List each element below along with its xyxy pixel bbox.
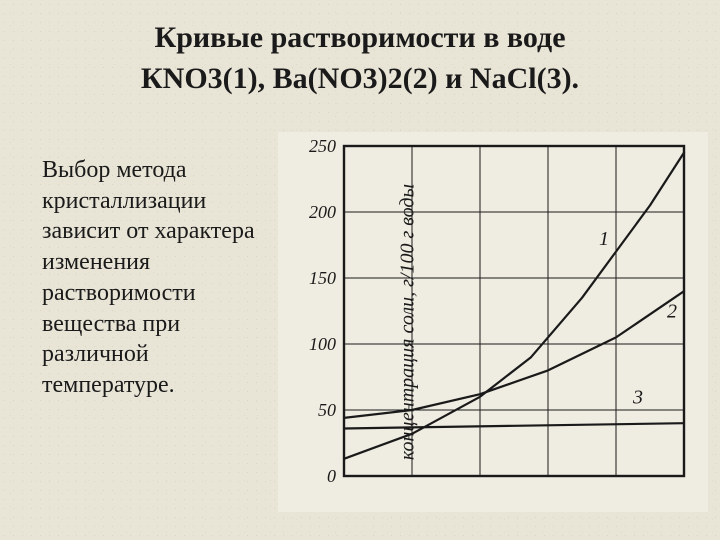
series-label-1: 1 xyxy=(599,228,609,250)
y-tick-label: 150 xyxy=(309,268,336,288)
y-tick-label: 0 xyxy=(327,466,336,486)
y-tick-label: 100 xyxy=(309,334,336,354)
series-3 xyxy=(344,423,684,428)
title-line-2: КNO3(1), Ba(NO3)2(2) и NaCl(3). xyxy=(141,62,579,95)
y-tick-label: 250 xyxy=(309,136,336,156)
series-label-2: 2 xyxy=(667,301,677,323)
y-tick-label: 50 xyxy=(318,400,336,420)
y-tick-label: 200 xyxy=(309,202,336,222)
page-title: Кривые растворимости в воде КNO3(1), Ba(… xyxy=(0,18,720,99)
series-label-3: 3 xyxy=(632,386,643,408)
title-line-1: Кривые растворимости в воде xyxy=(154,21,565,54)
y-axis-label: концентрация соли, г/100 г воды xyxy=(397,184,420,460)
chart-svg: 0 50 100 150 200 250 1 2 3 xyxy=(278,132,708,512)
solubility-chart: концентрация соли, г/100 г воды 0 50 100 15… xyxy=(278,132,708,512)
body-paragraph: Выбор метода кристаллизации зависит от х… xyxy=(42,155,262,401)
